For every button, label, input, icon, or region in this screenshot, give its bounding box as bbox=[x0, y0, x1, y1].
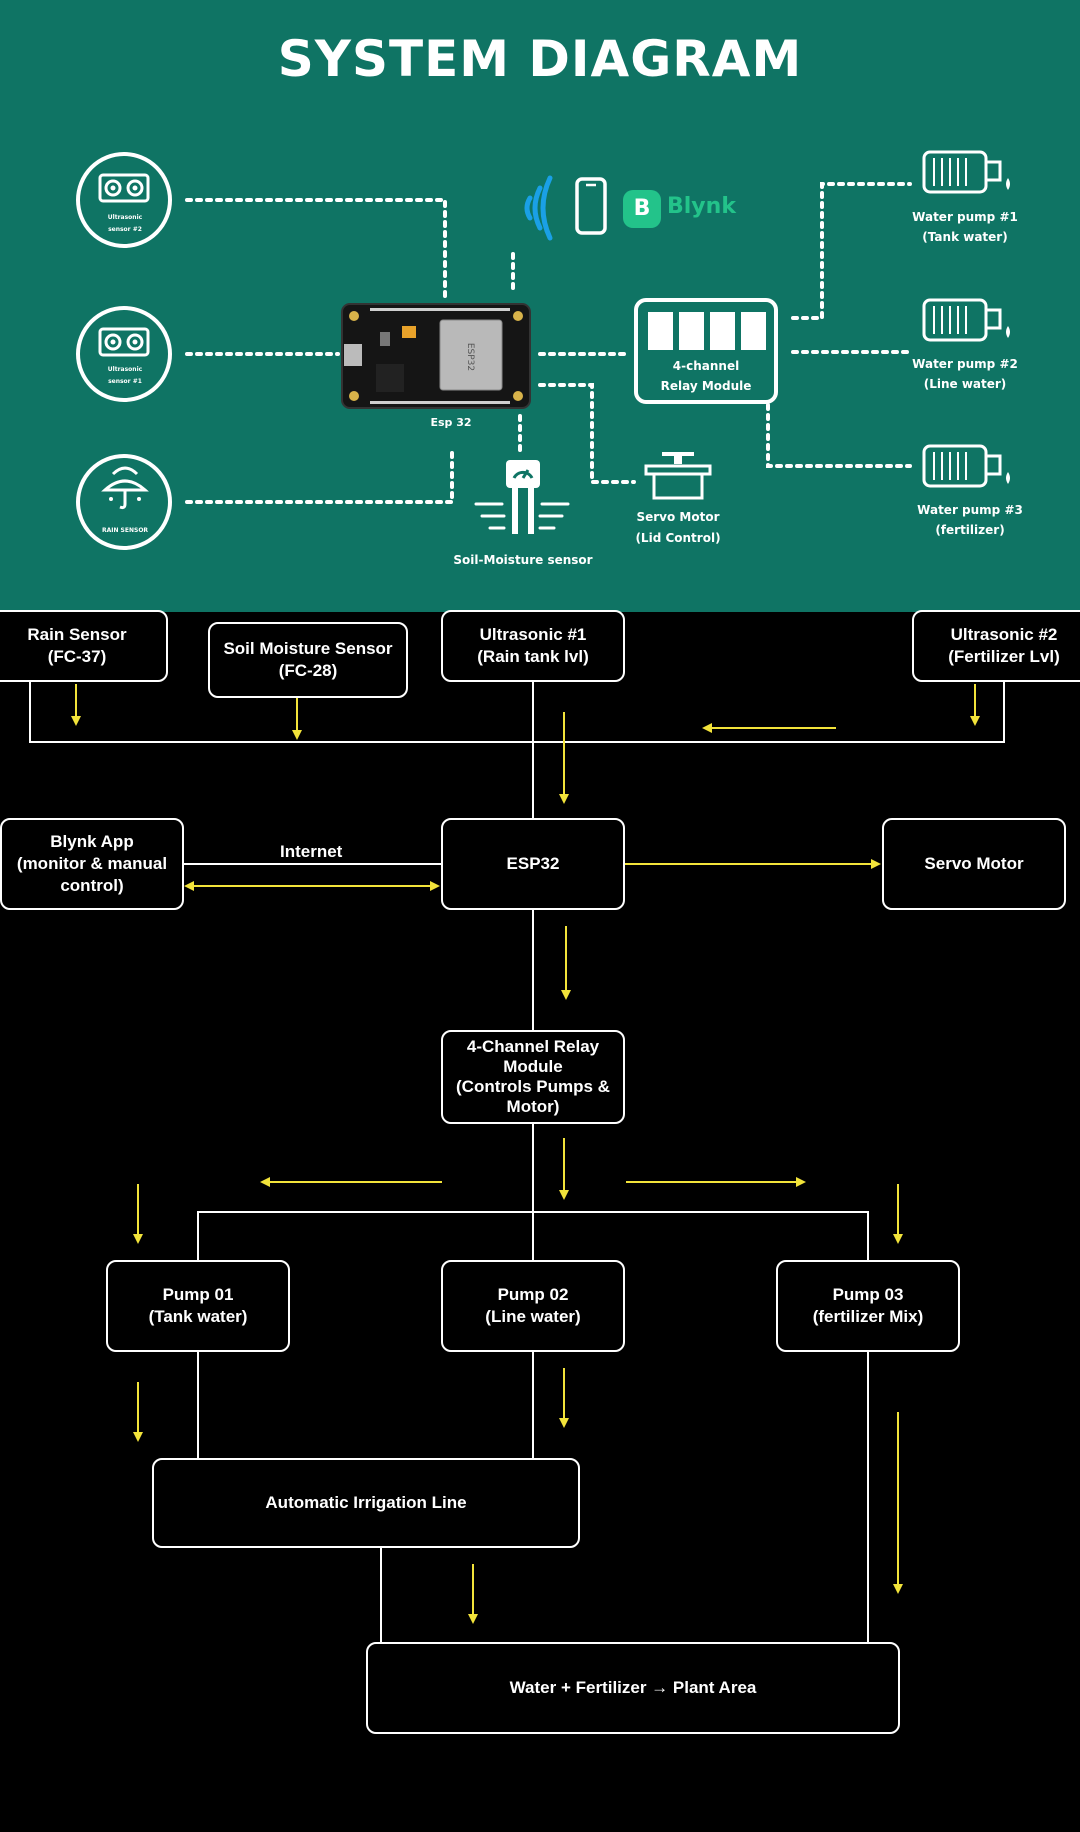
water-pump-1-icon bbox=[922, 150, 1010, 194]
water-pump-2-sub: (Line water) bbox=[923, 377, 1007, 391]
servo-motor-label-1: Servo Motor bbox=[636, 510, 720, 524]
soil-moisture-sensor-icon bbox=[474, 460, 570, 534]
water-pump-2-label: Water pump #2 bbox=[912, 357, 1018, 371]
ultrasonic-sensor-icon bbox=[98, 327, 150, 357]
esp32-label: Esp 32 bbox=[430, 416, 472, 429]
blynk-label: Blynk bbox=[667, 194, 736, 219]
servo-motor-icon bbox=[644, 452, 712, 500]
ultrasonic-sensor-icon bbox=[98, 173, 150, 203]
soil-moisture-label: Soil-Moisture sensor bbox=[453, 553, 593, 567]
esp32-board-icon: ESP32 bbox=[341, 303, 531, 409]
internet-label: Internet bbox=[280, 842, 343, 861]
plant-area-node: Water + Fertilizer → Plant Area bbox=[366, 1642, 900, 1734]
rain-sensor-icon bbox=[101, 466, 149, 510]
relay-module-box bbox=[634, 298, 778, 404]
connection-lines bbox=[185, 182, 912, 504]
yellow-arrows bbox=[71, 684, 980, 1624]
rain-sensor-node: Rain Sensor (FC-37) bbox=[0, 610, 168, 682]
ultrasonic-sensor-1-label: Ultrasonic bbox=[107, 366, 143, 373]
irrigation-line-node: Automatic Irrigation Line bbox=[152, 1458, 580, 1548]
white-connectors bbox=[29, 682, 1005, 1642]
wifi-signal-icon bbox=[524, 175, 553, 241]
pump-02-node: Pump 02 (Line water) bbox=[441, 1260, 625, 1352]
water-pump-1-sub: (Tank water) bbox=[922, 230, 1008, 244]
soil-moisture-sensor-node: Soil Moisture Sensor (FC-28) bbox=[208, 622, 408, 698]
relay-module-label-1: 4-channel bbox=[672, 359, 740, 373]
pump-03-node: Pump 03 (fertilizer Mix) bbox=[776, 1260, 960, 1352]
water-pump-3-label: Water pump #3 bbox=[917, 503, 1023, 517]
pump-01-node: Pump 01 (Tank water) bbox=[106, 1260, 290, 1352]
ultrasonic-1-node: Ultrasonic #1 (Rain tank lvl) bbox=[441, 610, 625, 682]
diagram-title: SYSTEM DIAGRAM bbox=[277, 30, 803, 88]
ultrasonic-2-node: Ultrasonic #2 (Fertilizer Lvl) bbox=[912, 610, 1080, 682]
water-pump-1-label: Water pump #1 bbox=[912, 210, 1018, 224]
rain-sensor-circle bbox=[76, 454, 172, 550]
servo-motor-node: Servo Motor bbox=[882, 818, 1066, 910]
dotted-line-esp-servo bbox=[538, 383, 636, 484]
dotted-line-rain-esp bbox=[185, 450, 454, 504]
blynk-logo-icon: B bbox=[623, 190, 661, 228]
flow-connectors bbox=[29, 682, 1005, 1642]
ultrasonic-sensor-1-circle bbox=[76, 306, 172, 402]
flow-chart-panel: Rain Sensor (FC-37) Soil Moisture Sensor(… bbox=[0, 610, 1080, 1832]
ultrasonic-sensor-2-sub: sensor #2 bbox=[108, 226, 142, 233]
esp32-node: ESP32 bbox=[441, 818, 625, 910]
rain-sensor-label: RAIN SENSOR bbox=[101, 527, 149, 534]
blynk-app-node: Blynk App (monitor & manual control) bbox=[0, 818, 184, 910]
dotted-line-us2-esp bbox=[185, 198, 447, 300]
dotted-line-relay-pump1 bbox=[791, 182, 912, 320]
water-pump-3-sub: (fertilizer) bbox=[935, 523, 1005, 537]
esp32-chip-text: ESP32 bbox=[465, 343, 475, 371]
ultrasonic-sensor-2-label: Ultrasonic bbox=[107, 214, 143, 221]
dotted-line-relay-pump3 bbox=[766, 403, 912, 468]
water-pump-2-icon bbox=[922, 298, 1010, 342]
ultrasonic-sensor-2-circle bbox=[76, 152, 172, 248]
relay-module-node: 4-Channel Relay Module (Controls Pumps & Mo… bbox=[441, 1030, 625, 1124]
ultrasonic-sensor-1-sub: sensor #1 bbox=[108, 378, 142, 385]
system-diagram-panel: SYSTEM DIAGRAM Ul bbox=[0, 0, 1080, 612]
smartphone-icon bbox=[575, 177, 607, 235]
water-pump-3-icon bbox=[922, 444, 1010, 488]
relay-module-label-2: Relay Module bbox=[660, 379, 752, 393]
servo-motor-label-2: (Lid Control) bbox=[635, 531, 721, 545]
